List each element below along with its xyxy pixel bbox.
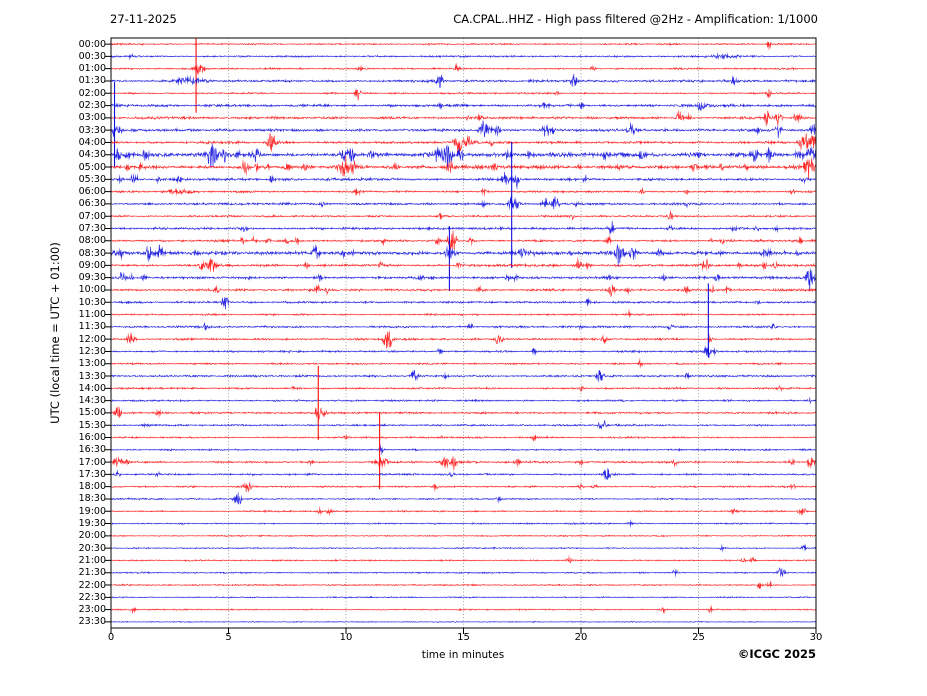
y-tick-label: 22:30 xyxy=(78,591,106,603)
y-tick-label: 01:00 xyxy=(78,63,106,75)
y-tick-label: 08:00 xyxy=(78,235,106,247)
y-tick-label: 21:30 xyxy=(78,567,106,579)
y-tick-label: 13:00 xyxy=(78,358,106,370)
x-tick-label: 5 xyxy=(225,632,232,643)
y-tick-label: 09:30 xyxy=(78,272,106,284)
y-tick-label: 23:00 xyxy=(78,604,106,616)
y-tick-label: 05:00 xyxy=(78,161,106,173)
y-tick-label: 00:30 xyxy=(78,50,106,62)
y-tick-label: 17:30 xyxy=(78,468,106,480)
y-tick-label: 12:30 xyxy=(78,345,106,357)
y-tick-label: 08:30 xyxy=(78,247,106,259)
y-tick-label: 13:30 xyxy=(78,370,106,382)
y-tick-label: 16:30 xyxy=(78,444,106,456)
copyright-label: ©ICGC 2025 xyxy=(737,647,816,661)
y-tick-label: 19:00 xyxy=(78,505,106,517)
plot-date: 27-11-2025 xyxy=(110,12,177,26)
y-tick-label: 16:00 xyxy=(78,431,106,443)
y-tick-label: 14:30 xyxy=(78,395,106,407)
y-tick-label: 02:00 xyxy=(78,87,106,99)
y-tick-label: 04:30 xyxy=(78,149,106,161)
y-tick-label: 02:30 xyxy=(78,100,106,112)
y-tick-label: 21:00 xyxy=(78,554,106,566)
y-tick-label: 00:00 xyxy=(78,38,106,50)
y-tick-label: 15:00 xyxy=(78,407,106,419)
y-tick-label: 10:30 xyxy=(78,296,106,308)
x-axis-label: time in minutes xyxy=(421,649,505,661)
y-tick-label: 06:30 xyxy=(78,198,106,210)
y-tick-label: 10:00 xyxy=(78,284,106,296)
y-tick-label: 04:00 xyxy=(78,136,106,148)
x-tick-label: 30 xyxy=(809,632,823,643)
y-tick-label: 20:30 xyxy=(78,542,106,554)
y-tick-label: 18:00 xyxy=(78,481,106,493)
y-tick-label: 07:30 xyxy=(78,223,106,234)
y-tick-label: 03:00 xyxy=(78,112,106,124)
y-tick-label: 01:30 xyxy=(78,75,106,87)
plot-title: CA.CPAL..HHZ - High pass filtered @2Hz -… xyxy=(453,12,818,26)
x-tick-label: 20 xyxy=(574,632,588,643)
x-tick-label: 15 xyxy=(457,632,470,643)
y-tick-label: 14:00 xyxy=(78,382,106,394)
y-tick-label: 07:00 xyxy=(78,210,106,222)
x-tick-label: 25 xyxy=(692,632,705,643)
x-tick-label: 10 xyxy=(339,632,353,643)
y-tick-label: 20:00 xyxy=(78,530,106,542)
y-tick-label: 15:30 xyxy=(78,419,106,431)
y-tick-label: 23:30 xyxy=(78,616,106,628)
y-tick-label: 11:00 xyxy=(78,309,106,321)
y-tick-label: 09:00 xyxy=(78,259,106,271)
y-tick-label: 19:30 xyxy=(78,518,106,530)
y-tick-label: 18:30 xyxy=(78,493,106,505)
y-tick-label: 06:00 xyxy=(78,186,106,198)
y-tick-label: 17:00 xyxy=(78,456,106,468)
y-tick-label: 05:30 xyxy=(78,173,106,185)
y-tick-label: 12:00 xyxy=(78,333,106,345)
y-tick-label: 03:30 xyxy=(78,124,106,136)
y-tick-label: 22:00 xyxy=(78,579,106,591)
y-tick-label: 11:30 xyxy=(78,321,106,333)
x-tick-label: 0 xyxy=(107,632,115,643)
